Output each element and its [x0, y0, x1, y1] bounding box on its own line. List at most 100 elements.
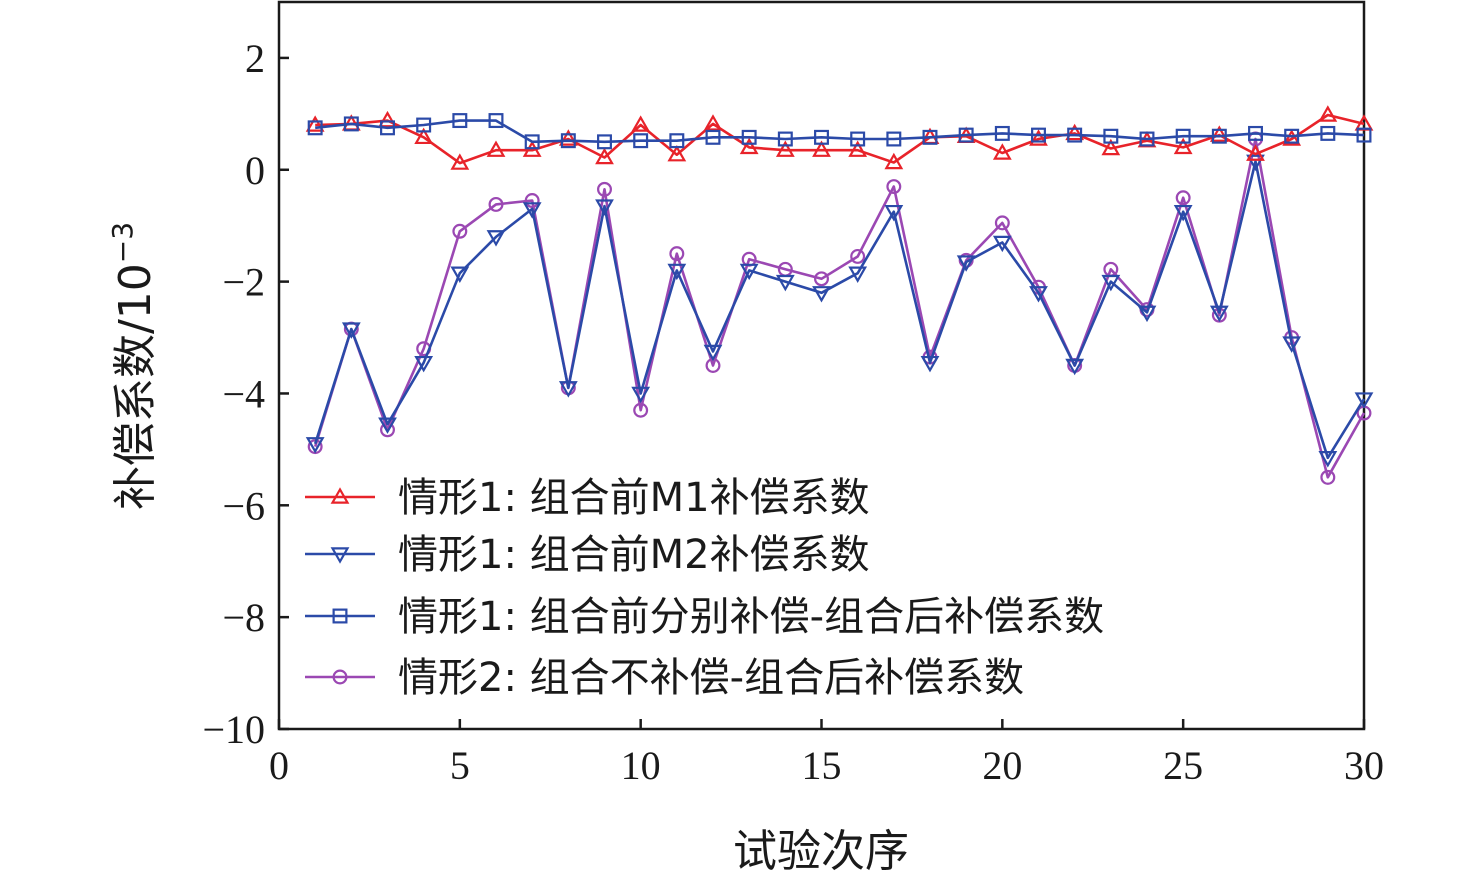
series-4-point	[1175, 190, 1191, 206]
series-1-point	[558, 129, 578, 146]
series-1-point	[992, 143, 1012, 160]
series-2-point	[667, 263, 687, 281]
series-3	[307, 113, 1372, 150]
series-1-point	[884, 152, 904, 170]
series-3-point	[597, 134, 612, 150]
series-2-point	[848, 266, 868, 283]
series-4	[307, 131, 1372, 485]
series-2-point	[920, 355, 940, 373]
series-2-point	[450, 266, 470, 283]
series-2-point	[1354, 392, 1374, 409]
series-3-point	[705, 129, 721, 145]
series-1-point	[378, 110, 397, 128]
series-2-point	[341, 322, 361, 339]
series-1-point	[414, 127, 434, 145]
series-4-point	[850, 248, 866, 264]
series-4-point	[669, 246, 685, 262]
series-3-point	[380, 120, 395, 136]
series-2-point	[1065, 358, 1085, 376]
x-tick-label: 10	[621, 743, 661, 788]
x-tick-label: 20	[982, 743, 1022, 788]
y-tick-label: −4	[222, 371, 265, 416]
series-4-point	[452, 223, 468, 239]
x-tick-label: 25	[1163, 743, 1203, 788]
x-tick-label: 30	[1344, 743, 1384, 788]
legend-swatch-marker	[332, 608, 348, 624]
series-1-point	[631, 115, 651, 132]
y-axis-title: 补偿系数/10−3	[106, 222, 161, 510]
series-1-point	[812, 140, 831, 157]
y-tick-label: −2	[222, 260, 265, 305]
series-3-point	[343, 116, 359, 132]
series-2-point	[378, 417, 397, 434]
series-2-point	[414, 355, 434, 373]
series-3-point	[1139, 131, 1155, 147]
series-4-point	[814, 271, 829, 287]
y-tick-label: −8	[222, 595, 265, 640]
series-2-point	[812, 286, 831, 303]
series-3-point	[560, 133, 576, 149]
series-3-point	[633, 133, 649, 149]
series-3-point	[452, 113, 468, 129]
series-2-point	[305, 437, 325, 454]
series-3-point	[307, 120, 323, 136]
series-3-point	[1103, 128, 1119, 144]
series-2-point	[595, 199, 614, 216]
y-tick-labels: 2 0 −2 −4 −6 −8 −10	[202, 36, 265, 752]
series-3-point	[1248, 125, 1263, 141]
series-3-point	[488, 113, 504, 129]
series-3-point	[1175, 128, 1191, 144]
series-3-point	[1284, 128, 1300, 144]
series-4-point	[886, 179, 902, 195]
series-1-point	[1246, 144, 1265, 161]
series-2-point	[1101, 274, 1121, 292]
series-2-point	[739, 263, 759, 281]
series-2	[305, 154, 1374, 468]
series-3-point	[1067, 127, 1083, 143]
series-3-point	[958, 127, 974, 143]
series-2-point	[1318, 451, 1338, 468]
series-2-point	[703, 344, 723, 362]
series-1-point	[1318, 105, 1338, 122]
series-3-point	[669, 133, 685, 149]
series-1-point	[775, 140, 795, 157]
series-1-point	[703, 114, 723, 131]
legend-label: 情形1: 组合前M1补偿系数	[398, 475, 870, 521]
series-4-point	[994, 215, 1010, 231]
series-2-line	[313, 160, 1366, 460]
legend-item: 情形1: 组合前M2补偿系数	[305, 532, 870, 578]
y-tick-label: −10	[202, 707, 265, 752]
svg-text:补偿系数/10−3: 补偿系数/10−3	[106, 222, 161, 510]
series-2-point	[558, 381, 578, 398]
series-2-point	[1029, 286, 1048, 303]
legend-item: 情形1: 组合前分别补偿-组合后补偿系数	[305, 594, 1104, 640]
series-1-point	[1101, 138, 1121, 156]
series-1-point	[1282, 129, 1302, 146]
legend-swatch-marker	[332, 669, 348, 685]
series-3-point	[814, 129, 829, 145]
series-2-point	[1282, 336, 1302, 353]
y-tick-label: 0	[245, 148, 265, 193]
series-1-point	[305, 115, 325, 132]
series-2-point	[1209, 305, 1229, 323]
series-4-point	[597, 181, 612, 197]
series-3-point	[850, 131, 866, 147]
series-3-point	[777, 131, 793, 147]
legend-label: 情形1: 组合前M2补偿系数	[398, 532, 870, 578]
series-3-point	[416, 117, 432, 133]
x-tick-label: 15	[802, 743, 842, 788]
series-2-point	[884, 204, 904, 222]
series-2-point	[992, 235, 1012, 253]
series-4-point	[633, 402, 649, 418]
series-4-point	[524, 193, 540, 209]
series-2-point	[522, 202, 542, 219]
series-1-point	[1209, 125, 1229, 142]
series-4-point	[1320, 469, 1336, 485]
x-tick-label: 5	[450, 743, 470, 788]
series-1-point	[486, 140, 506, 157]
series-1-point	[1065, 123, 1085, 141]
series-4-point	[488, 196, 504, 212]
y-axis-title-text: 补偿系数/10	[110, 263, 161, 510]
